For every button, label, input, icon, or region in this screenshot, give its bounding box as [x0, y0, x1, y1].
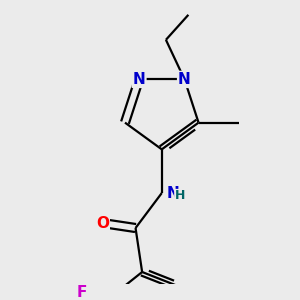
Text: H: H	[175, 189, 185, 202]
Text: N: N	[178, 72, 191, 87]
Text: O: O	[96, 215, 109, 230]
Text: N: N	[167, 186, 180, 201]
Text: N: N	[133, 72, 146, 87]
Text: F: F	[76, 285, 87, 300]
